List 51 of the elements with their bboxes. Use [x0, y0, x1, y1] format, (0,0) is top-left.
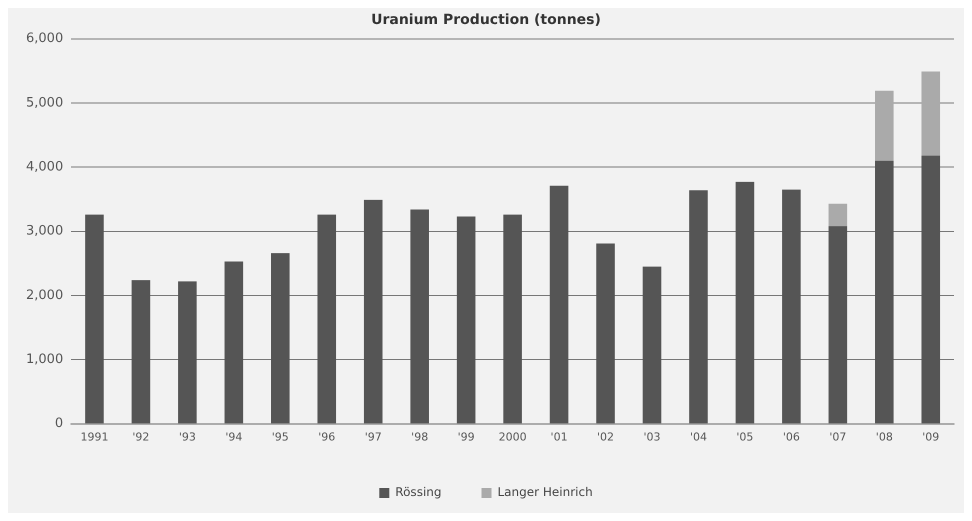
bar — [642, 266, 662, 424]
x-tick-label: '96 — [318, 430, 336, 444]
y-tick-label: 3,000 — [26, 224, 64, 239]
y-tick-label: 1,000 — [26, 352, 64, 368]
x-tick-label: '04 — [690, 430, 707, 444]
y-tick-label: 0 — [54, 416, 64, 432]
x-tick-label: '94 — [225, 430, 242, 444]
bar — [178, 281, 197, 424]
bar — [875, 160, 894, 424]
bar — [271, 253, 290, 424]
bar — [224, 261, 244, 424]
x-tick-label: '93 — [178, 430, 196, 444]
bar — [503, 214, 522, 424]
bar — [782, 190, 801, 424]
bar — [828, 226, 848, 424]
x-tick-label: '03 — [643, 430, 661, 444]
x-tick-label: '09 — [922, 430, 940, 444]
x-tick-label: '99 — [458, 430, 475, 444]
x-tick-label: '98 — [411, 430, 428, 444]
y-tick-label: 4,000 — [26, 160, 64, 175]
x-tick-label: '02 — [597, 430, 614, 444]
x-tick-label: '92 — [132, 430, 150, 444]
bar — [828, 204, 848, 226]
bar — [875, 90, 894, 161]
x-tick-label: '08 — [876, 430, 893, 444]
x-tick-label: '95 — [272, 430, 289, 444]
bar — [85, 214, 104, 424]
bar — [132, 280, 150, 424]
y-tick-label: 6,000 — [26, 31, 64, 46]
legend-label: Langer Heinrich — [497, 485, 593, 500]
chart-title: Uranium Production (tonnes) — [371, 12, 601, 28]
x-tick-label: '05 — [736, 430, 754, 444]
x-tick-label: 1991 — [80, 430, 108, 444]
bar — [456, 216, 476, 424]
bar — [317, 214, 336, 424]
bar — [410, 209, 429, 424]
y-tick-label: 2,000 — [26, 288, 64, 303]
x-tick-label: '06 — [782, 430, 800, 444]
x-tick-label: 2000 — [498, 430, 527, 444]
bar — [736, 182, 754, 424]
x-tick-label: '97 — [364, 430, 382, 444]
x-tick-label: '01 — [550, 430, 568, 444]
bar — [596, 243, 615, 424]
x-tick-label: '07 — [829, 430, 846, 444]
bar — [921, 72, 940, 156]
legend-label: Rössing — [395, 485, 442, 500]
bar — [689, 190, 708, 424]
bar — [550, 186, 568, 424]
bar — [364, 200, 383, 424]
bar — [921, 156, 940, 424]
y-tick-label: 5,000 — [26, 95, 64, 110]
